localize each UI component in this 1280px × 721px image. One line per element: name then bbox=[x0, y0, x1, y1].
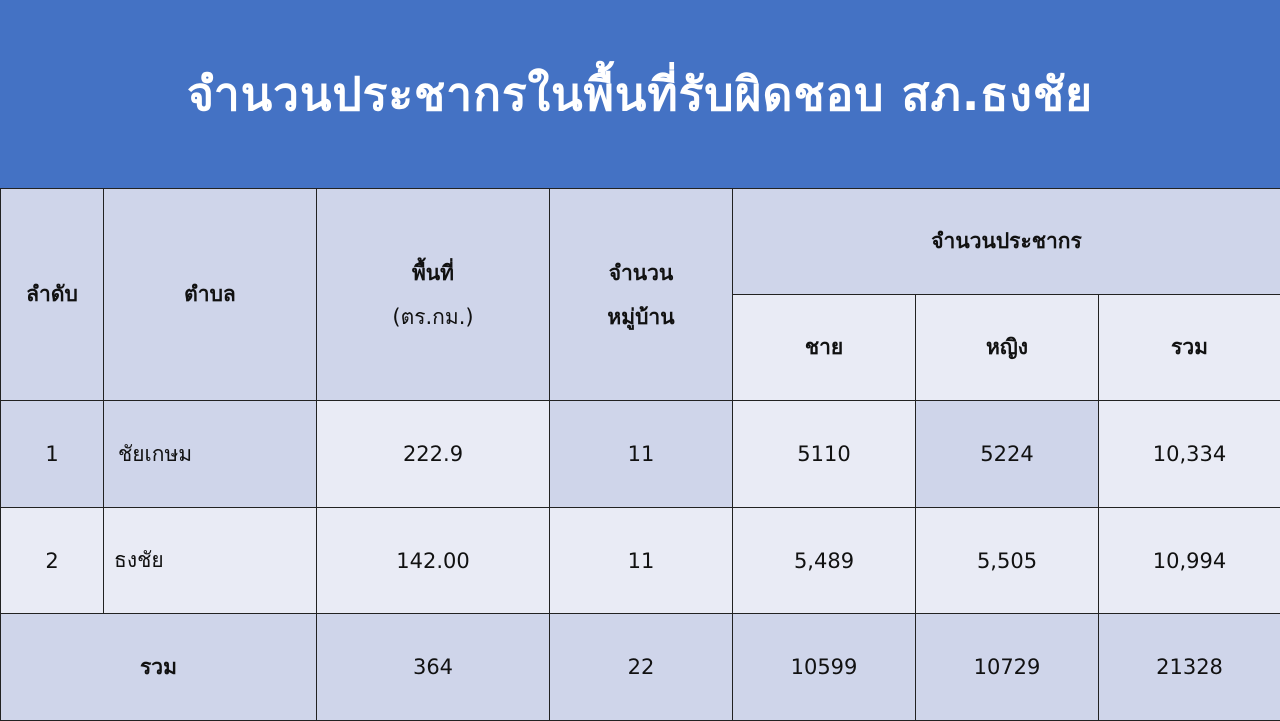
header-subdistrict: ตำบล bbox=[104, 189, 317, 401]
header-villages-line2: หมู่บ้าน bbox=[550, 295, 732, 339]
summary-label: รวม bbox=[1, 614, 317, 721]
summary-villages: 22 bbox=[550, 614, 733, 721]
cell-total: 10,334 bbox=[1099, 401, 1280, 508]
header-area-line2: (ตร.กม.) bbox=[317, 295, 549, 339]
header-order: ลำดับ bbox=[1, 189, 104, 401]
header-villages-line1: จำนวน bbox=[550, 251, 732, 295]
table-row: 2 ธงชัย 142.00 11 5,489 5,505 10,994 bbox=[1, 508, 1280, 614]
cell-subdistrict: ชัยเกษม bbox=[104, 401, 317, 508]
cell-male: 5,489 bbox=[733, 508, 916, 614]
summary-area: 364 bbox=[317, 614, 550, 721]
header-male: ชาย bbox=[733, 295, 916, 401]
header-population: จำนวนประชากร bbox=[733, 189, 1280, 295]
cell-female: 5224 bbox=[916, 401, 1099, 508]
header-total: รวม bbox=[1099, 295, 1280, 401]
summary-total: 21328 bbox=[1099, 614, 1280, 721]
title-band: จำนวนประชากรในพื้นที่รับผิดชอบ สภ.ธงชัย bbox=[0, 0, 1280, 188]
cell-order: 1 bbox=[1, 401, 104, 508]
cell-area: 222.9 bbox=[317, 401, 550, 508]
summary-row: รวม 364 22 10599 10729 21328 bbox=[1, 614, 1280, 721]
table-row: 1 ชัยเกษม 222.9 11 5110 5224 10,334 bbox=[1, 401, 1280, 508]
cell-area: 142.00 bbox=[317, 508, 550, 614]
cell-villages: 11 bbox=[550, 508, 733, 614]
summary-female: 10729 bbox=[916, 614, 1099, 721]
slide-title: จำนวนประชากรในพื้นที่รับผิดชอบ สภ.ธงชัย bbox=[187, 58, 1093, 131]
population-table: ลำดับ ตำบล พื้นที่ (ตร.กม.) จำนวน หมู่บ้… bbox=[0, 188, 1280, 721]
cell-subdistrict: ธงชัย bbox=[104, 508, 317, 614]
cell-villages: 11 bbox=[550, 401, 733, 508]
cell-order: 2 bbox=[1, 508, 104, 614]
cell-total: 10,994 bbox=[1099, 508, 1280, 614]
cell-male: 5110 bbox=[733, 401, 916, 508]
summary-male: 10599 bbox=[733, 614, 916, 721]
header-villages: จำนวน หมู่บ้าน bbox=[550, 189, 733, 401]
header-female: หญิง bbox=[916, 295, 1099, 401]
cell-female: 5,505 bbox=[916, 508, 1099, 614]
header-area-line1: พื้นที่ bbox=[317, 251, 549, 295]
header-area: พื้นที่ (ตร.กม.) bbox=[317, 189, 550, 401]
